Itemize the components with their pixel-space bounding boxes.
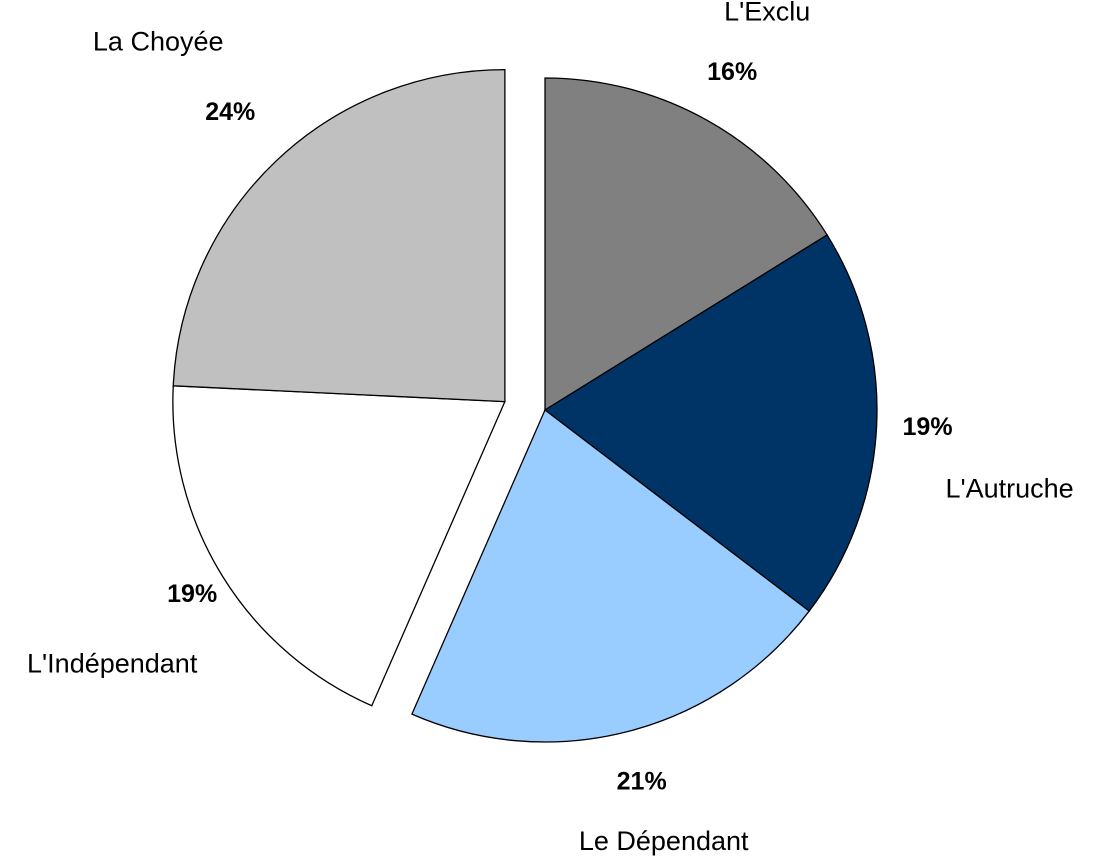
value-label: 21% xyxy=(617,767,667,795)
value-label: 19% xyxy=(903,413,953,441)
category-label: L'Autruche xyxy=(945,473,1073,503)
value-label: 16% xyxy=(707,58,757,86)
pie-slice xyxy=(543,234,878,612)
category-label: L'Indépendant xyxy=(27,649,198,679)
pie-slice xyxy=(172,68,506,403)
pie-slice xyxy=(172,385,506,707)
category-label: Le Dépendant xyxy=(579,826,749,856)
category-label: L'Exclu xyxy=(724,0,810,27)
value-label: 24% xyxy=(205,98,255,126)
value-label: 19% xyxy=(167,580,217,608)
pie-slice xyxy=(411,408,811,743)
pie-slice xyxy=(544,77,829,412)
category-label: La Choyée xyxy=(93,27,224,57)
